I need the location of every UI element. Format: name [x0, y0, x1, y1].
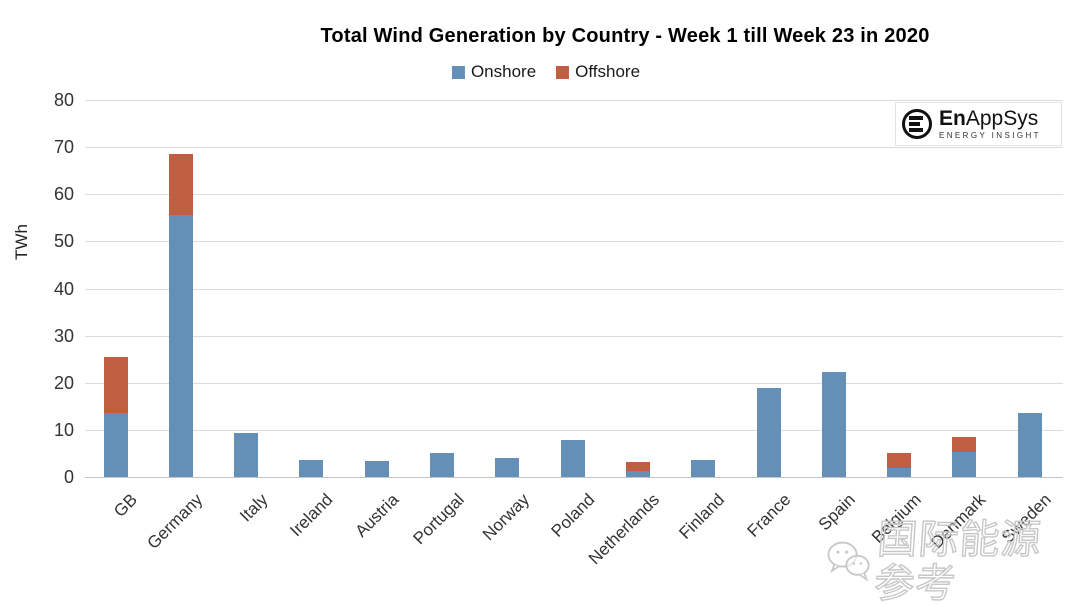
- bar-segment-onshore-gb: [103, 413, 128, 477]
- enappsys-logo-text: EnAppSys: [939, 107, 1039, 130]
- x-axis-label-gb: GB: [110, 490, 141, 521]
- x-axis-label-france: France: [743, 490, 794, 541]
- bar-segment-onshore-finland: [691, 460, 716, 477]
- x-axis-line: [85, 477, 1063, 478]
- bar-segment-onshore-italy: [234, 433, 259, 477]
- bar-segment-onshore-denmark: [952, 452, 977, 477]
- gridline: [85, 100, 1063, 101]
- watermark: 国际能源参考: [826, 517, 1080, 606]
- bar-segment-onshore-sweden: [1017, 412, 1042, 477]
- gridline: [85, 147, 1063, 149]
- bar-segment-onshore-belgium: [887, 468, 912, 477]
- bar-segment-offshore-germany: [168, 154, 193, 215]
- enappsys-logo: EnAppSys ENERGY INSIGHT: [895, 102, 1062, 146]
- chart-legend: Onshore Offshore: [451, 62, 640, 82]
- bar-segment-onshore-poland: [560, 439, 585, 477]
- bar-segment-onshore-portugal: [430, 452, 454, 477]
- y-axis-tick-label: 0: [63, 467, 74, 487]
- x-axis-label-poland: Poland: [547, 490, 599, 541]
- bar-segment-offshore-gb: [103, 356, 128, 414]
- legend-item-offshore: Offshore: [556, 62, 640, 82]
- gridline: [85, 382, 1063, 384]
- chat-bubbles-icon: [827, 541, 870, 582]
- enappsys-logo-icon: [902, 109, 932, 139]
- x-axis-label-austria: Austria: [351, 490, 403, 541]
- bar-segment-onshore-austria: [364, 460, 389, 477]
- bar-segment-onshore-norway: [495, 457, 520, 477]
- enappsys-logo-subtext: ENERGY INSIGHT: [939, 131, 1041, 140]
- offshore-swatch-icon: [556, 65, 570, 79]
- x-axis-label-norway: Norway: [478, 490, 533, 545]
- bar-segment-onshore-netherlands: [625, 470, 650, 477]
- y-axis-tick-label: 60: [53, 184, 74, 205]
- x-axis-label-ireland: Ireland: [286, 490, 337, 541]
- legend-label-offshore: Offshore: [575, 62, 641, 81]
- bar-segment-offshore-belgium: [887, 452, 912, 469]
- watermark-text: 国际能源参考: [873, 517, 1045, 606]
- bar-segment-onshore-germany: [168, 214, 193, 477]
- bar-segment-onshore-spain: [821, 371, 846, 477]
- legend-label-onshore: Onshore: [470, 62, 537, 81]
- y-axis-tick-label: 10: [53, 419, 74, 440]
- x-axis-label-germany: Germany: [143, 490, 207, 553]
- bar-segment-offshore-netherlands: [625, 461, 650, 471]
- y-axis-tick-label: 80: [53, 90, 74, 110]
- chart-title: Total Wind Generation by Country - Week …: [320, 25, 930, 47]
- y-axis-tick-label: 30: [53, 325, 74, 346]
- gridline: [85, 429, 1063, 431]
- bar-segment-offshore-denmark: [952, 436, 977, 453]
- y-axis-tick-label: 50: [53, 231, 74, 252]
- y-axis-tick-label: 20: [53, 372, 74, 393]
- bar-segment-onshore-ireland: [299, 459, 324, 477]
- y-axis-tick-label: 70: [53, 137, 74, 158]
- gridline: [85, 288, 1063, 290]
- gridline: [85, 241, 1063, 243]
- legend-item-onshore: Onshore: [451, 62, 537, 82]
- y-axis-tick-label: 40: [53, 278, 74, 299]
- onshore-swatch-icon: [451, 65, 465, 79]
- x-axis-label-portugal: Portugal: [409, 490, 468, 549]
- bar-segment-onshore-france: [756, 387, 781, 477]
- x-axis-label-italy: Italy: [236, 490, 272, 526]
- gridline: [85, 335, 1063, 337]
- x-axis-label-finland: Finland: [675, 490, 729, 543]
- gridline: [85, 194, 1063, 196]
